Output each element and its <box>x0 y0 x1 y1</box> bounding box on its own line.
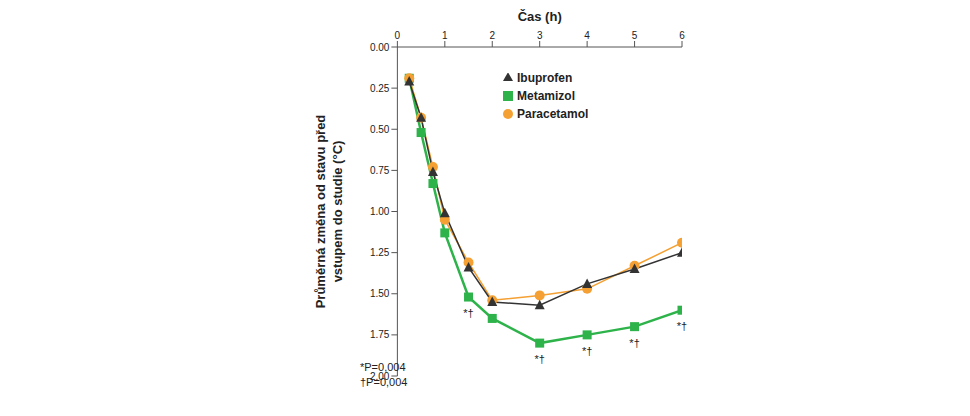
html-text:†P=0,004: †P=0,004 <box>360 376 408 388</box>
svg-text:4: 4 <box>584 30 590 41</box>
svg-text:0: 0 <box>395 30 401 41</box>
svg-text:1: 1 <box>442 30 448 41</box>
svg-text:*†: *† <box>629 337 639 349</box>
svg-text:0.75: 0.75 <box>370 165 390 176</box>
svg-text:*†: *† <box>534 353 544 365</box>
svg-text:2: 2 <box>489 30 495 41</box>
svg-text:1.25: 1.25 <box>370 247 390 258</box>
svg-text:*†: *† <box>582 345 592 357</box>
svg-text:*†: *† <box>463 307 473 319</box>
html-text:Ibuprofen: Ibuprofen <box>517 71 573 85</box>
svg-text:0.25: 0.25 <box>370 83 390 94</box>
html-text:Paracetamol: Paracetamol <box>517 107 589 121</box>
svg-text:Průměrná změna od stavu předvs: Průměrná změna od stavu předvstupem do s… <box>313 115 345 309</box>
svg-text:6: 6 <box>679 30 685 41</box>
svg-text:0.50: 0.50 <box>370 124 390 135</box>
html-text:*P=0,004: *P=0,004 <box>360 361 406 373</box>
svg-text:1.75: 1.75 <box>370 329 390 340</box>
svg-text:Čas (h): Čas (h) <box>518 9 562 24</box>
svg-text:0.00: 0.00 <box>370 42 390 53</box>
svg-text:5: 5 <box>632 30 638 41</box>
svg-text:*†: *† <box>677 320 687 332</box>
svg-text:1.50: 1.50 <box>370 288 390 299</box>
html-text:Metamizol: Metamizol <box>517 89 575 103</box>
svg-text:1.00: 1.00 <box>370 206 390 217</box>
svg-text:3: 3 <box>537 30 543 41</box>
